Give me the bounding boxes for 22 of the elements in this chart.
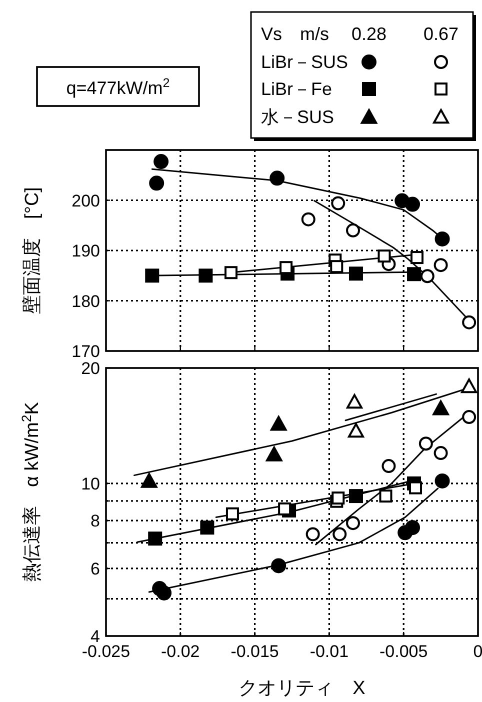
y-tick-label: 20 <box>81 359 100 378</box>
x-tick-label: -0.015 <box>230 642 279 661</box>
note: q=477kW/m$^{2}$ <box>36 66 200 107</box>
x-axis-title: クオリティ X <box>238 678 366 699</box>
x-tick-label: -0.01 <box>310 642 349 661</box>
y-tick-label: 6 <box>90 559 100 578</box>
y-tick-label: 180 <box>72 292 100 311</box>
x-tick-label: -0.02 <box>161 642 200 661</box>
legend-label: LiBr－SUS <box>261 52 348 72</box>
legend-title: Vs m/s <box>261 24 330 44</box>
legend-label: LiBr－Fe <box>261 79 332 99</box>
y-tick-label: 170 <box>72 342 100 361</box>
x-tick-label: 0 <box>473 642 482 661</box>
text: 0.28 <box>351 24 387 44</box>
x-tick-label: -0.005 <box>380 642 428 661</box>
y-tick-label: 190 <box>72 242 100 260</box>
text: 0.67 <box>423 24 459 44</box>
y-tick-label: 200 <box>72 191 100 210</box>
y-tick-label: 10 <box>81 474 100 494</box>
y-axis-title: 壁面温度 [°C] <box>21 187 43 314</box>
text: 水－SUS <box>261 107 334 127</box>
y-tick-label: 8 <box>90 512 100 531</box>
